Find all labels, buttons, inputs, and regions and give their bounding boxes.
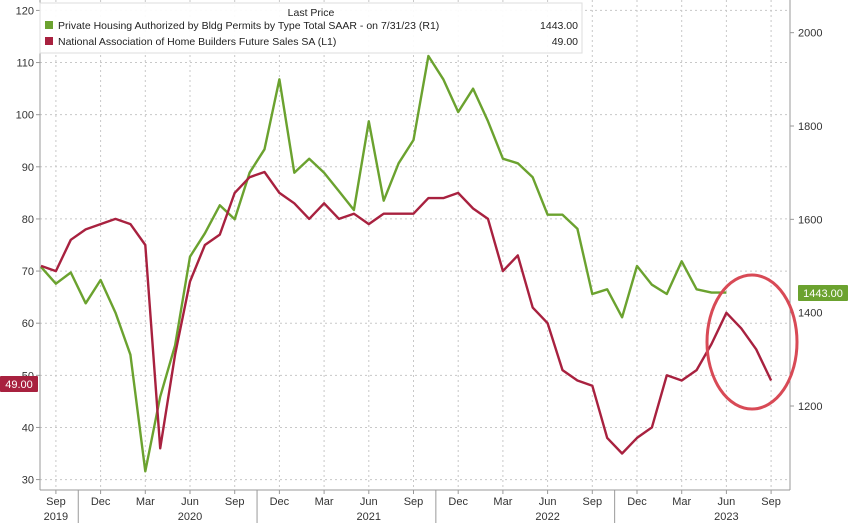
x-tick-label-15: Jun [718,496,736,508]
highlight-ellipse [705,273,799,411]
x-tick-label-12: Sep [583,496,603,508]
series-line-nahb [40,170,773,455]
x-tick-label-10: Mar [493,496,512,508]
x-year-label-2019: 2019 [44,511,68,523]
nahb-last-value-badge: 49.00 [0,376,38,392]
x-year-label-2020: 2020 [178,511,202,523]
left-tick-label-80: 80 [22,214,34,226]
permits-last-value-badge: 1443.00 [798,285,848,301]
legend-header: Last Price [288,7,335,19]
left-tick-label-120: 120 [16,5,34,17]
x-tick-label-13: Dec [627,496,647,508]
legend-box [39,2,583,54]
x-tick-label-7: Jun [360,496,378,508]
right-tick-label-1400: 1400 [798,308,822,320]
legend-label-permits: Private Housing Authorized by Bldg Permi… [58,20,439,32]
right-tick-label-1600: 1600 [798,214,822,226]
x-tick-label-4: Sep [225,496,245,508]
x-year-label-2023: 2023 [714,511,738,523]
legend-label-nahb: National Association of Home Builders Fu… [58,36,336,48]
gridlines [40,0,790,490]
permits-badge-text: 1443.00 [803,288,843,300]
x-tick-label-5: Dec [270,496,290,508]
right-tick-label-1800: 1800 [798,121,822,133]
right-tick-label-1200: 1200 [798,401,822,413]
x-year-label-2021: 2021 [357,511,381,523]
axes [39,0,791,491]
legend-swatch-permits [45,21,53,29]
x-tick-label-1: Dec [91,496,111,508]
legend: Last Price Private Housing Authorized by… [39,2,583,54]
left-y-axis-ticks: 30405060708090100110120 [16,5,40,487]
x-year-label-2022: 2022 [535,511,559,523]
x-tick-label-0: Sep [46,496,66,508]
x-tick-label-6: Mar [315,496,334,508]
permits-badge-bg [798,285,848,301]
nahb-badge-bg [0,376,38,392]
x-axis-ticks: Sep Dec Mar Jun Sep Dec Mar Jun Sep Dec Mar Jun Sep D… [44,490,781,523]
left-tick-label-100: 100 [16,110,34,122]
legend-swatch-nahb [45,37,53,45]
x-tick-label-11: Jun [539,496,557,508]
nahb-badge-text: 49.00 [5,379,33,391]
x-tick-label-14: Mar [672,496,691,508]
x-tick-label-9: Dec [448,496,468,508]
series-lines [40,54,773,473]
left-tick-label-40: 40 [22,422,34,434]
left-tick-label-30: 30 [22,475,34,487]
right-y-axis-ticks: 1200 1400 1600 1800 2000 [790,28,822,413]
right-tick-label-2000: 2000 [798,28,822,40]
left-tick-label-90: 90 [22,162,34,174]
x-tick-label-2: Mar [136,496,155,508]
legend-value-permits: 1443.00 [540,20,578,32]
left-tick-label-60: 60 [22,318,34,330]
left-tick-label-110: 110 [16,58,34,70]
x-tick-label-16: Sep [761,496,781,508]
left-tick-label-70: 70 [22,266,34,278]
x-tick-label-8: Sep [404,496,424,508]
x-tick-label-3: Jun [181,496,199,508]
legend-value-nahb: 49.00 [552,36,578,48]
series-line-permits [40,54,727,473]
